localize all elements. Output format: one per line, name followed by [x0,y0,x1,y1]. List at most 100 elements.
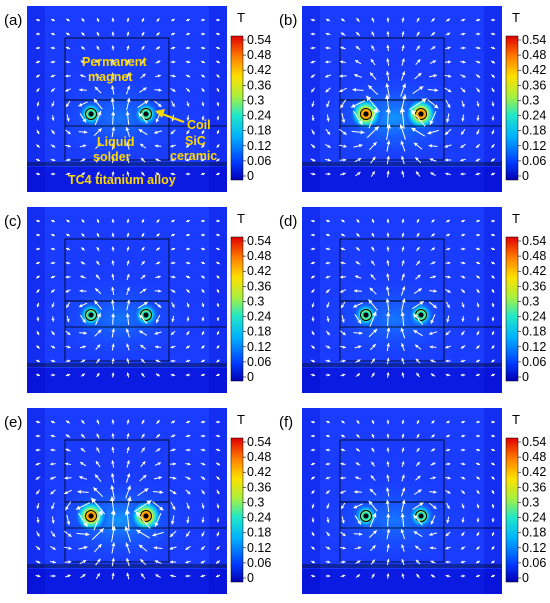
colorbar-unit: T [237,211,245,226]
panel-f: (f) T 0.54 0.48 0.42 0.36 0.3 0.24 0.18 0.12 0.06 0 [275,402,550,603]
panel-d-svg: (d) T0.540.480.420.360.3 0.240.180.120.060 [279,207,546,393]
colorbar-tick-label: 0.54 [522,33,546,47]
panel-label: (e) [4,414,22,431]
colorbar-tick-label: 0.36 [522,279,546,293]
colorbar-tick-label: 0.12 [522,541,546,555]
colorbar-tick-label: 0.24 [247,511,271,525]
colorbar-tick-label: 0.06 [247,154,271,168]
panel-label: (c) [4,213,22,230]
colorbar-tick-label: 0.3 [247,495,264,509]
colorbar-tick-label: 0.18 [522,325,546,339]
annotation-ceramic: ceramic [170,149,217,163]
panel-label: (f) [279,414,293,431]
colorbar [230,437,244,583]
colorbar [505,236,519,382]
colorbar-tick-label: 0 [522,169,529,183]
colorbar-tick-label: 0.18 [247,124,271,138]
colorbar-tick-label: 0.48 [522,450,546,464]
field-arrows [310,419,496,579]
colorbar-tick-label: 0 [522,571,529,585]
field-arrows [35,419,221,580]
colorbar-tick-label: 0.24 [522,511,546,525]
colorbar-unit: T [512,412,520,427]
colorbar-tick-label: 0.12 [522,139,546,153]
coil-pointer-arrow [155,109,185,123]
colorbar-unit: T [512,10,520,25]
panel-label: (b) [279,12,297,29]
colorbar-tick-label: 0.24 [247,109,271,123]
colorbar-tick-label: 0.36 [247,480,271,494]
colorbar-tick-label: 0.3 [522,294,539,308]
annotation-coil: Coil [187,118,211,132]
colorbar [505,437,519,583]
colorbar-unit: T [237,10,245,25]
colorbar-unit: T [237,412,245,427]
colorbar-tick-label: 0.3 [247,93,264,107]
colorbar-tick-label: 0.24 [522,109,546,123]
annotation-magnet: Permanent [82,55,147,69]
panel-e-svg: (e) T0.540.480.420.360.3 0.240.180.120.060 [4,408,271,594]
colorbar [230,35,244,181]
panel-a-svg: (a) T0.540.480.420.360.3 0.240.180.120.060… [4,6,271,192]
colorbar-tick-label: 0.18 [522,124,546,138]
colorbar [230,236,244,382]
colorbar-tick-label: 0.18 [247,325,271,339]
colorbar-tick-label: 0.42 [247,63,271,77]
colorbar-tick-label: 0.48 [522,249,546,263]
annotation-magnet: magnet [88,70,133,84]
panel-b-svg: (b) T0.540.480.420.360.3 0.240.180.120.060 [279,6,546,192]
colorbar-tick-label: 0.42 [522,264,546,278]
colorbar-tick-label: 0.06 [522,355,546,369]
colorbar-tick-label: 0 [247,571,254,585]
colorbar-tick-label: 0.06 [522,556,546,570]
colorbar-tick-label: 0.48 [247,249,271,263]
colorbar-tick-label: 0.42 [247,264,271,278]
colorbar-tick-label: 0 [522,370,529,384]
colorbar-tick-label: 0.24 [247,310,271,324]
colorbar-tick-label: 0.42 [247,465,271,479]
colorbar-tick-label: 0.12 [247,541,271,555]
annotation-alloy: TC4 titanium alloy [68,173,176,187]
panel-e: (e) T 0.54 0.48 0.42 0.36 0.3 0.24 0.18 0.12 0.06 0 [0,402,275,603]
colorbar-tick-label: 0.54 [522,435,546,449]
panel-d: (d) T 0.54 0.48 0.42 0.36 0.3 0.24 0.18 0.12 0.06 0 [275,201,550,402]
colorbar-tick-label: 0.12 [247,340,271,354]
annotation-solder: solder [93,150,131,164]
colorbar-unit: T [512,211,520,226]
colorbar-tick-label: 0.06 [247,556,271,570]
colorbar-tick-label: 0.18 [247,526,271,540]
panel-label: (d) [279,213,297,230]
panel-label: (a) [4,12,22,29]
panel-f-svg: (f) T0.540.480.420.360.3 0.240.180.120.060 [279,408,546,594]
colorbar-tick-label: 0.48 [247,48,271,62]
colorbar-tick-label: 0.12 [522,340,546,354]
panel-c: (c) T 0.54 0.48 0.42 0.36 0.3 0.24 0.18 0.12 0.06 0 [0,201,275,402]
colorbar-tick-label: 0.48 [247,450,271,464]
colorbar-tick-label: 0.06 [522,154,546,168]
colorbar-tick-label: 0.24 [522,310,546,324]
panel-b: (b) T 0.54 0.48 0.42 0.36 0.3 0.24 0.18 0.12 0.06 0 [275,0,550,201]
colorbar-tick-label: 0.42 [522,63,546,77]
colorbar-tick-label: 0.54 [522,234,546,248]
colorbar-tick-label: 0.36 [247,78,271,92]
colorbar-tick-label: 0.3 [247,294,264,308]
annotation-solder: Liquid [97,135,135,149]
field-arrows [310,17,496,178]
annotation-ceramic: SiC [185,134,206,148]
colorbar-tick-label: 0 [247,169,254,183]
colorbar-tick-label: 0.36 [247,279,271,293]
field-arrows [35,218,221,378]
colorbar-tick-label: 0.36 [522,78,546,92]
colorbar-tick-label: 0 [247,370,254,384]
colorbar-tick-label: 0.06 [247,355,271,369]
field-arrows [35,17,221,177]
colorbar [505,35,519,181]
colorbar-tick-label: 0.54 [247,435,271,449]
colorbar-tick-label: 0.48 [522,48,546,62]
colorbar-tick-label: 0.3 [522,93,539,107]
colorbar-tick-label: 0.18 [522,526,546,540]
colorbar-tick-label: 0.3 [522,495,539,509]
colorbar-tick-label: 0.54 [247,234,271,248]
colorbar-tick-label: 0.42 [522,465,546,479]
panel-c-svg: (c) T0.540.480.420.360.3 0.240.180.120.060 [4,207,271,393]
